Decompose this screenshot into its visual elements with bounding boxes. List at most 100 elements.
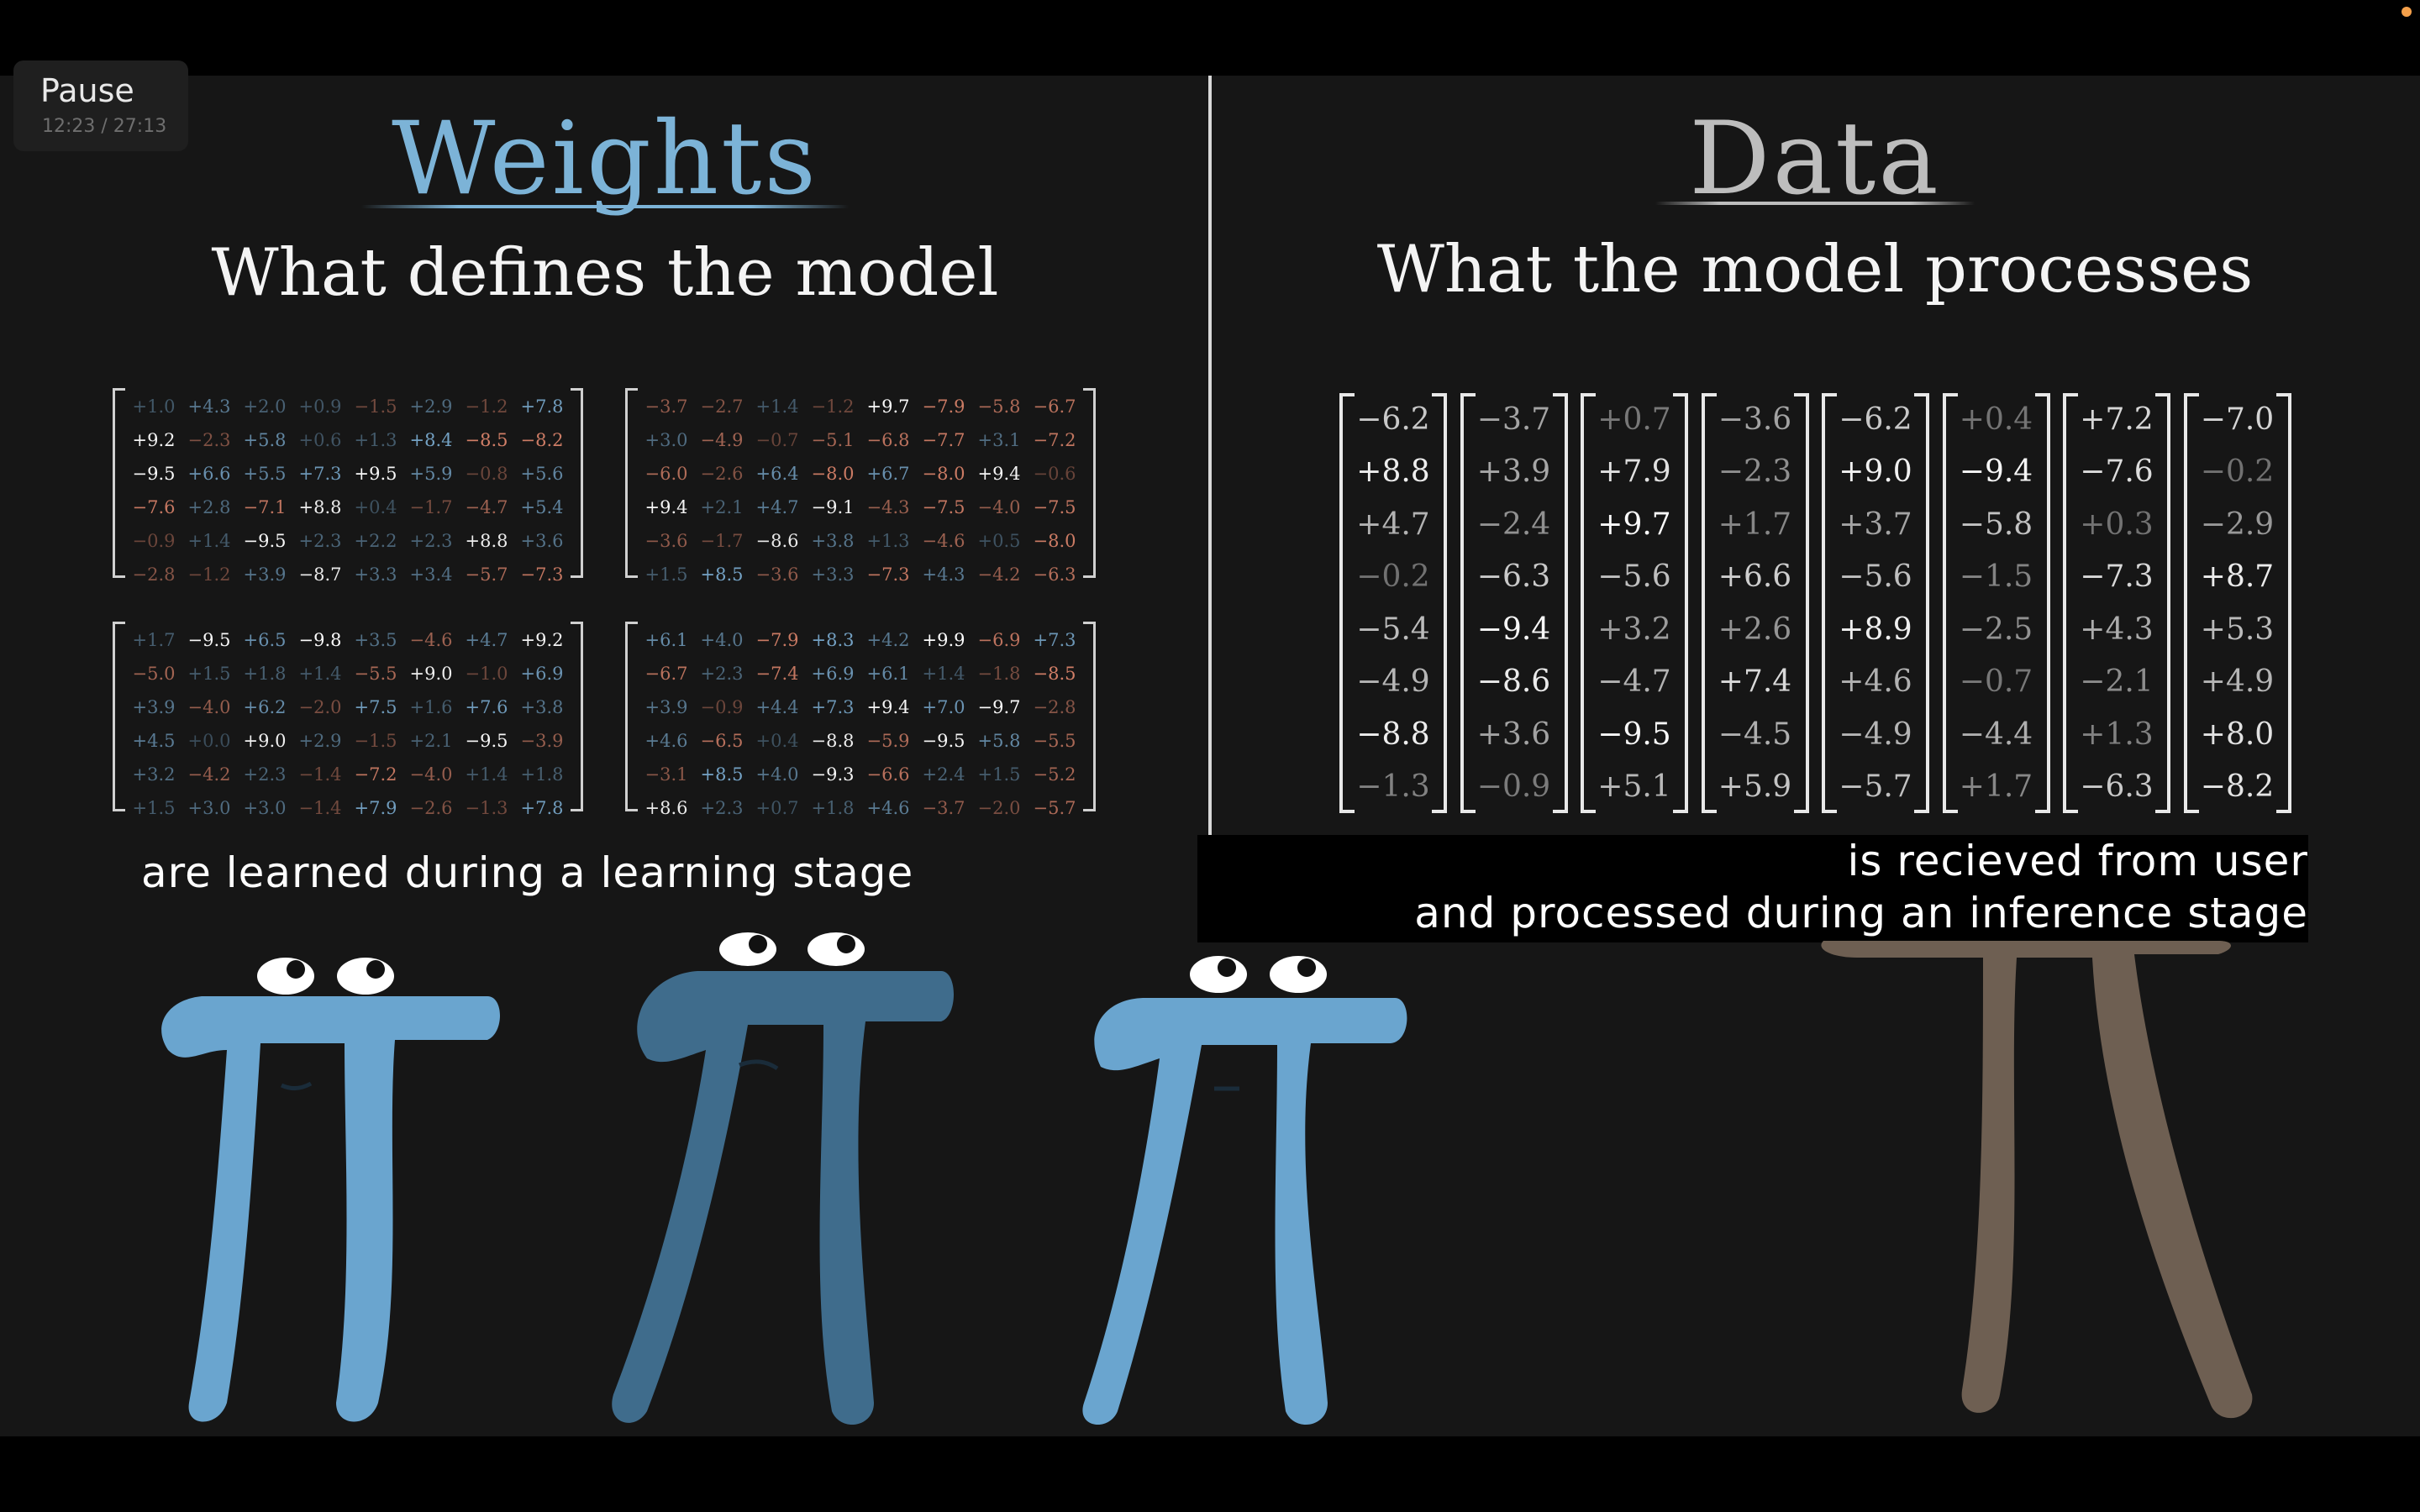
weight-value: −4.0 — [403, 764, 459, 785]
weight-value: +2.3 — [292, 531, 348, 551]
weight-value: +5.6 — [514, 464, 570, 484]
weight-value: −1.2 — [182, 564, 237, 585]
weight-value: +1.7 — [126, 630, 182, 650]
data-value: +4.6 — [1839, 664, 1912, 699]
weight-value: −8.8 — [805, 731, 860, 751]
weight-value: −4.0 — [971, 497, 1027, 517]
video-frame[interactable]: Weights What defines the model Data What… — [0, 76, 2420, 1436]
data-value: −5.6 — [1597, 559, 1670, 594]
weight-value: +2.1 — [694, 497, 750, 517]
weight-value: +6.4 — [750, 464, 805, 484]
weight-value: +3.3 — [805, 564, 860, 585]
weight-value: +1.5 — [971, 764, 1027, 785]
weight-value: +1.3 — [348, 430, 403, 450]
weight-value: −5.5 — [348, 664, 403, 684]
weight-value: −9.5 — [237, 531, 292, 551]
weight-value: −5.0 — [126, 664, 182, 684]
data-value: −4.9 — [1839, 717, 1912, 752]
data-value: −8.8 — [1356, 717, 1429, 752]
weight-value: −3.9 — [514, 731, 570, 751]
weight-value: +9.4 — [860, 697, 916, 717]
weight-value: −1.7 — [694, 531, 750, 551]
data-value: −3.7 — [1477, 402, 1550, 437]
weight-value: −2.0 — [292, 697, 348, 717]
weight-value: +1.4 — [292, 664, 348, 684]
pause-overlay[interactable]: Pause 12:23 / 27:13 — [13, 60, 188, 151]
weight-value: +6.5 — [237, 630, 292, 650]
data-value: −6.3 — [1477, 559, 1550, 594]
weight-value: +8.8 — [459, 531, 514, 551]
data-value: −2.1 — [2080, 664, 2153, 699]
weight-value: +2.2 — [348, 531, 403, 551]
data-value: −6.2 — [1356, 402, 1429, 437]
weight-value: −1.0 — [459, 664, 514, 684]
data-value: −7.0 — [2201, 402, 2274, 437]
weight-value: −6.7 — [1027, 396, 1082, 417]
weight-value: +6.1 — [860, 664, 916, 684]
weight-value: −9.8 — [292, 630, 348, 650]
weight-value: +0.6 — [292, 430, 348, 450]
data-value: −2.3 — [1718, 454, 1791, 489]
weights-title: Weights — [353, 101, 857, 218]
weight-value: −4.6 — [403, 630, 459, 650]
weight-value: +2.3 — [403, 531, 459, 551]
data-value: −0.9 — [1477, 769, 1550, 804]
weight-value: +2.1 — [403, 731, 459, 751]
weight-value: +1.5 — [182, 664, 237, 684]
weights-title-underline — [361, 205, 849, 208]
data-value: −1.3 — [1356, 769, 1429, 804]
weight-value: −1.3 — [459, 798, 514, 818]
data-value: +4.3 — [2080, 612, 2153, 647]
weight-value: +9.2 — [514, 630, 570, 650]
data-value: −2.4 — [1477, 507, 1550, 542]
data-subtitle: What the model processes — [1344, 232, 2286, 307]
weight-value: −1.5 — [348, 731, 403, 751]
weight-value: +1.4 — [459, 764, 514, 785]
data-value: +1.7 — [1718, 507, 1791, 542]
weight-value: +0.7 — [750, 798, 805, 818]
weights-subtitle: What defines the model — [143, 235, 1067, 311]
data-value: +7.4 — [1718, 664, 1791, 699]
weight-value: +4.2 — [860, 630, 916, 650]
data-value: +0.3 — [2080, 507, 2153, 542]
data-value: −7.3 — [2080, 559, 2153, 594]
weight-value: −1.8 — [971, 664, 1027, 684]
weight-value: −0.9 — [126, 531, 182, 551]
data-vector: +0.4 −9.4 −5.8 −1.5 −2.5 −0.7 −4.4 +1.7 — [1943, 393, 2050, 813]
weight-value: +7.5 — [348, 697, 403, 717]
weight-value: +2.3 — [694, 798, 750, 818]
data-value: −4.5 — [1718, 717, 1791, 752]
data-value: −5.6 — [1839, 559, 1912, 594]
data-vector: −7.0 −0.2 −2.9 +8.7 +5.3 +4.9 +8.0 −8.2 — [2184, 393, 2291, 813]
weight-value: +8.4 — [403, 430, 459, 450]
data-value: +4.7 — [1356, 507, 1429, 542]
weight-value: +8.6 — [639, 798, 694, 818]
weight-value: −6.6 — [860, 764, 916, 785]
weight-value: +4.6 — [639, 731, 694, 751]
weight-value: +3.0 — [182, 798, 237, 818]
weight-value: −1.2 — [459, 396, 514, 417]
playback-time: 12:23 / 27:13 — [42, 116, 166, 137]
weight-value: +1.8 — [237, 664, 292, 684]
weight-value: +2.3 — [694, 664, 750, 684]
weight-value: −3.7 — [916, 798, 971, 818]
weight-value: −4.3 — [860, 497, 916, 517]
weight-value: +0.4 — [348, 497, 403, 517]
weight-value: +4.3 — [916, 564, 971, 585]
weight-value: −5.1 — [805, 430, 860, 450]
weight-value: +3.1 — [971, 430, 1027, 450]
weight-value: −7.6 — [126, 497, 182, 517]
weight-value: +8.5 — [694, 764, 750, 785]
weight-value: −7.3 — [860, 564, 916, 585]
weight-value: −9.5 — [126, 464, 182, 484]
weight-value: +3.0 — [237, 798, 292, 818]
data-title-underline — [1655, 202, 1975, 205]
data-caption-line-1: is recieved from user — [1197, 835, 2308, 887]
data-value: −8.6 — [1477, 664, 1550, 699]
weight-value: −2.8 — [1027, 697, 1082, 717]
weight-value: +9.4 — [639, 497, 694, 517]
weight-value: −6.0 — [639, 464, 694, 484]
data-value: −2.9 — [2201, 507, 2274, 542]
weight-value: −1.4 — [292, 764, 348, 785]
weight-value: +5.4 — [514, 497, 570, 517]
